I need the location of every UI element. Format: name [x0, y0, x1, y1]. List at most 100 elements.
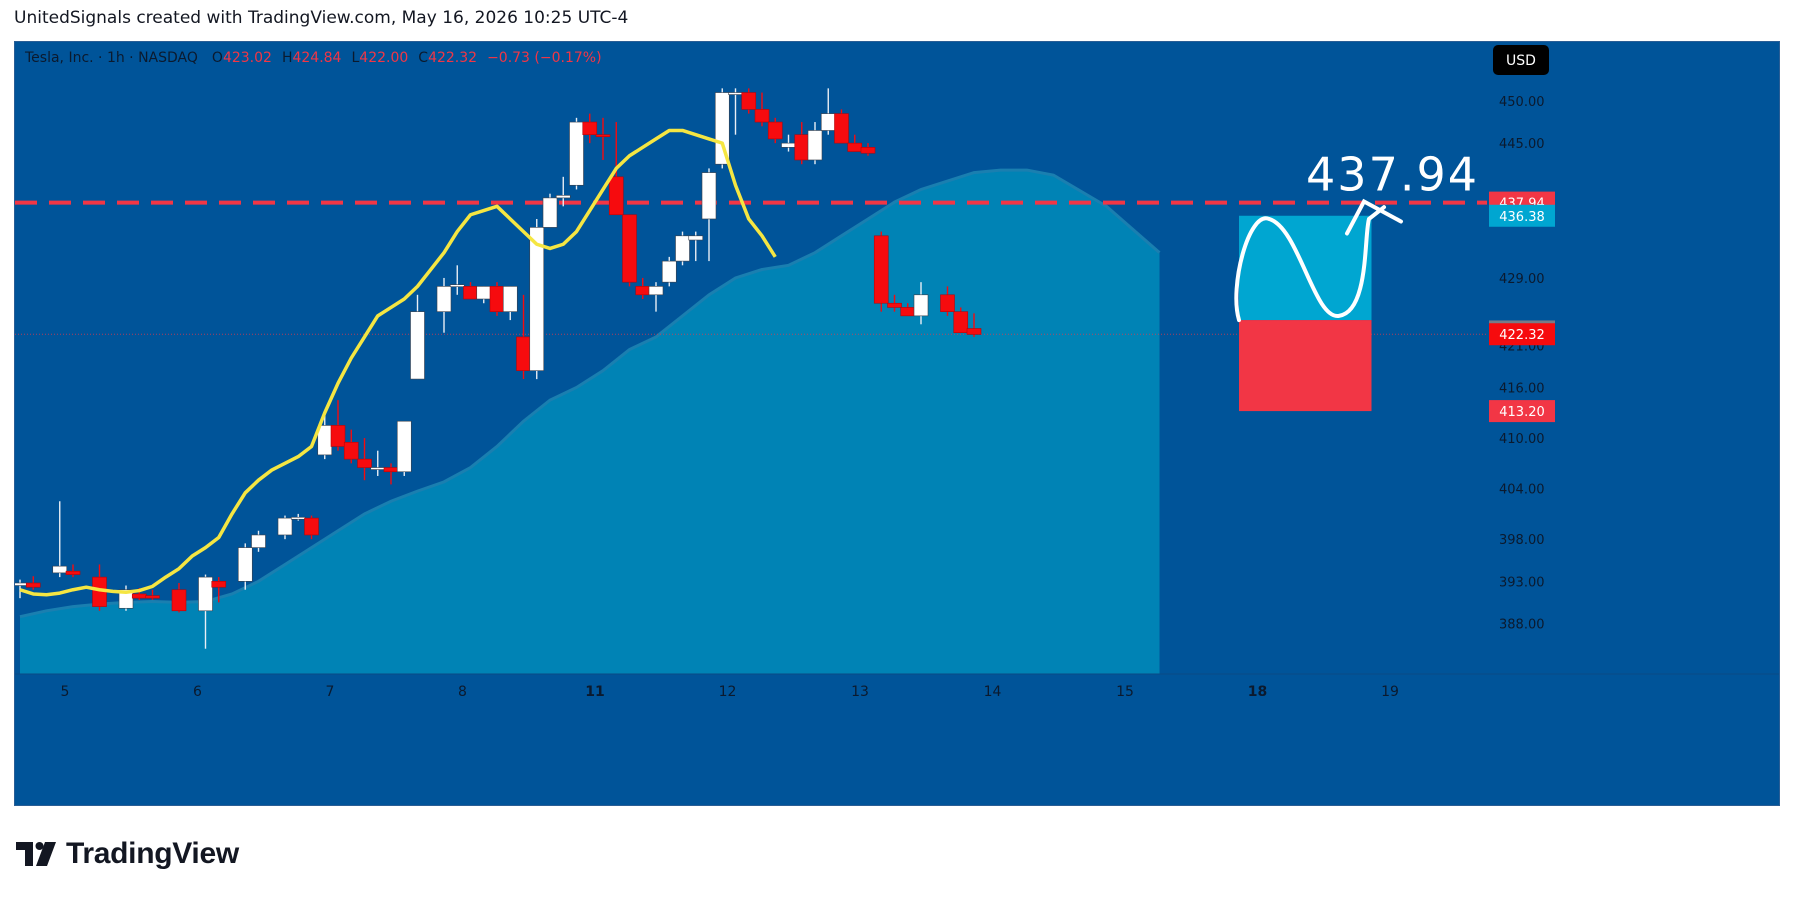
legend-open-label: O — [212, 50, 223, 66]
candle — [741, 88, 757, 114]
candle-body — [436, 286, 452, 312]
price-tick-label: 416.00 — [1499, 381, 1545, 396]
time-axis: 5 6 7 8 11 12 13 14 15 18 19 — [15, 673, 1779, 700]
time-tick-label: 7 — [326, 684, 335, 700]
price-label-text: 422.32 — [1499, 328, 1545, 343]
candle-body — [502, 286, 518, 312]
chart-frame[interactable]: 437.94 Tesla, Inc. · 1h · NASDAQ O 423.02 H 4… — [14, 41, 1780, 806]
candle-body — [396, 420, 412, 473]
candle — [396, 420, 412, 476]
candle-body — [754, 109, 770, 123]
price-label-bg — [1489, 323, 1555, 346]
price-axis: 450.00445.00429.00421.00416.00410.00404.… — [1487, 42, 1779, 805]
candle-body — [887, 302, 902, 308]
legend-title: Tesla, Inc. · 1h · NASDAQ — [24, 50, 198, 66]
price-tick-label: 429.00 — [1499, 272, 1545, 287]
candle-body — [529, 227, 545, 371]
candle-body — [25, 582, 41, 588]
candle — [52, 501, 68, 578]
candle — [675, 231, 690, 266]
legend-open-value: 423.02 — [223, 50, 272, 66]
price-label-text: 413.20 — [1499, 405, 1545, 420]
candle — [410, 294, 425, 380]
candle — [449, 265, 465, 295]
candle-body — [675, 235, 690, 262]
candle-body — [251, 534, 266, 548]
currency-button[interactable]: USD — [1493, 45, 1549, 75]
candle-body — [343, 441, 359, 460]
candle-body — [555, 195, 571, 199]
time-tick-label: 19 — [1381, 684, 1399, 700]
candle-body — [781, 142, 796, 148]
time-tick-label: 13 — [851, 684, 869, 700]
candle-body — [476, 286, 492, 300]
candle-body — [635, 286, 651, 296]
candle-body — [237, 547, 253, 582]
candle — [171, 582, 187, 613]
candle — [502, 286, 518, 321]
candle-body — [873, 235, 889, 304]
candle-body — [767, 121, 783, 140]
ema-fast-line — [19, 128, 777, 597]
candle-body — [410, 311, 425, 380]
candle-body — [118, 589, 134, 609]
candle-body — [65, 570, 81, 575]
candle — [714, 88, 730, 169]
candle-body — [966, 328, 982, 335]
currency-label: USD — [1506, 53, 1536, 69]
candle — [913, 282, 929, 325]
candle — [489, 282, 505, 316]
legend-high-value: 424.84 — [292, 50, 341, 66]
candle-body — [145, 595, 160, 599]
time-tick-label: 8 — [458, 684, 467, 700]
price-axis-bg — [1487, 42, 1779, 805]
candle — [317, 412, 333, 460]
price-tick-label: 450.00 — [1499, 95, 1545, 110]
candle-body — [807, 130, 823, 161]
candle-body — [277, 517, 293, 536]
time-tick-label: 6 — [193, 684, 202, 700]
legend-low-value: 422.00 — [359, 50, 408, 66]
candle — [277, 515, 293, 540]
candle-body — [940, 294, 955, 312]
candle — [661, 256, 677, 287]
candle-body — [688, 235, 704, 241]
candle-body — [622, 214, 637, 283]
time-tick-label: 12 — [719, 684, 737, 700]
legend-close-label: C — [418, 50, 428, 66]
candle — [198, 574, 213, 649]
candle — [834, 109, 849, 144]
candle-body — [52, 565, 68, 574]
price-tick-label: 398.00 — [1499, 533, 1545, 548]
candle — [251, 530, 266, 552]
candle-body — [131, 593, 147, 599]
legend-high-label: H — [282, 50, 293, 66]
candle — [463, 282, 478, 300]
candle — [966, 313, 982, 337]
candle — [940, 286, 955, 316]
candle — [754, 92, 770, 127]
currency-button-bg — [1493, 45, 1549, 75]
candle-body — [330, 425, 346, 447]
candle — [953, 307, 969, 334]
time-tick-label: 15 — [1116, 684, 1134, 700]
candle-body — [794, 134, 810, 161]
candle-body — [304, 517, 319, 536]
candle — [330, 400, 346, 451]
candle-body — [357, 458, 372, 468]
candle — [304, 515, 319, 540]
price-label-bg — [1489, 400, 1555, 423]
candle-body — [489, 286, 505, 312]
candle — [595, 117, 611, 160]
chart-caption: UnitedSignals created with TradingView.c… — [14, 8, 629, 28]
candle — [25, 576, 41, 590]
tradingview-brand[interactable]: TradingView — [16, 836, 239, 872]
candle — [237, 543, 253, 590]
candle-body — [542, 197, 558, 228]
resistance-annotation: 437.94 — [1306, 148, 1479, 202]
candle-body — [569, 121, 584, 186]
price-label-text: 436.38 — [1499, 210, 1545, 225]
legend-low-label: L — [351, 50, 359, 66]
candle-body — [953, 311, 969, 334]
